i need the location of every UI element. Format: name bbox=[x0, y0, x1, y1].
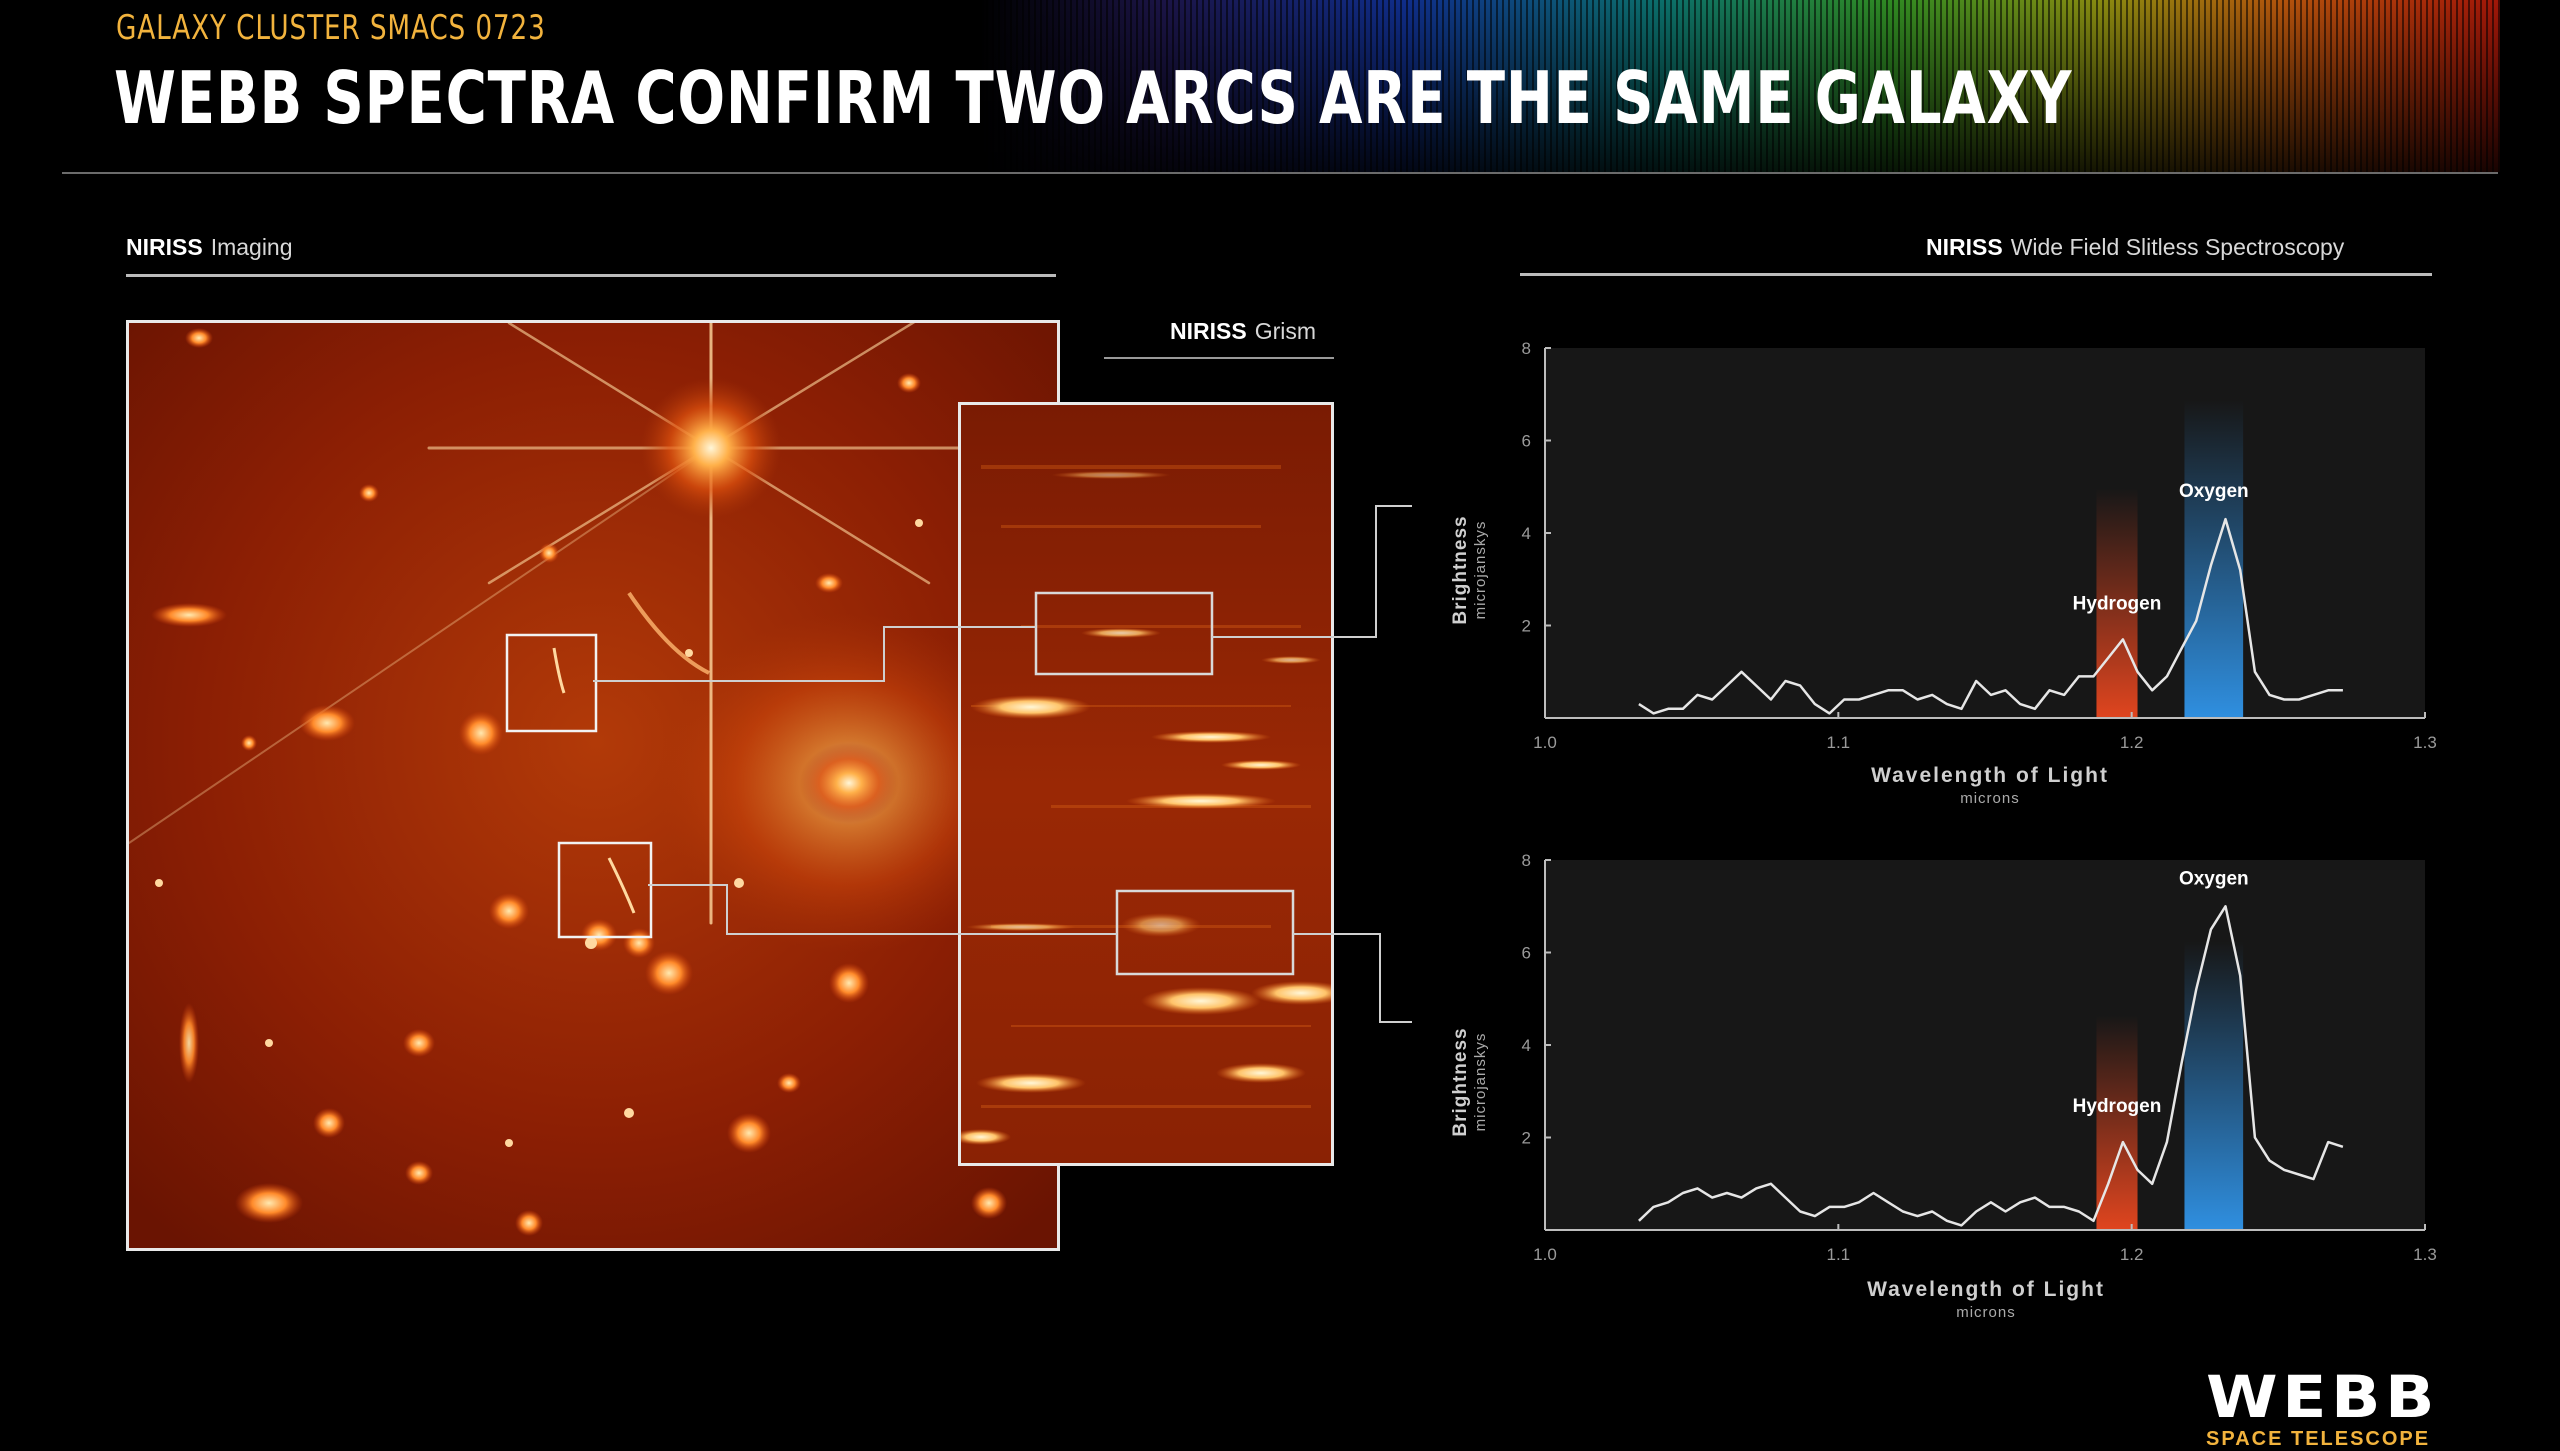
chart2-xlabel-unit: microns bbox=[1956, 1304, 2016, 1321]
imaging-divider bbox=[126, 274, 1056, 277]
chart2-xtick-label: 1.2 bbox=[2120, 1245, 2144, 1264]
webb-logo: WEBB SPACE TELESCOPE bbox=[2206, 1363, 2439, 1450]
chart2-band-oxygen bbox=[2184, 941, 2244, 1230]
chart2-xlabel: Wavelength of Light microns bbox=[1786, 1278, 2186, 1321]
chart1-ylabel: Brightness microjanskys bbox=[1450, 440, 1489, 700]
chart2-ytick-label: 8 bbox=[1522, 851, 1531, 870]
chart2-ytick-label: 6 bbox=[1522, 944, 1531, 963]
grism-mode: Grism bbox=[1254, 318, 1317, 344]
page-title: WEBB SPECTRA CONFIRM TWO ARCS ARE THE SA… bbox=[114, 56, 2073, 140]
chart1-ytick-label: 2 bbox=[1522, 617, 1531, 636]
spectrum-plot-2: 2 4 6 8 1.0 1.1 1.2 1.3 Hydrogen Oxygen bbox=[1522, 851, 2437, 1264]
chart2-label-oxygen: Oxygen bbox=[2179, 868, 2249, 889]
chart2-label-hydrogen: Hydrogen bbox=[2073, 1096, 2162, 1117]
niriss-imaging-image bbox=[126, 320, 1060, 1251]
chart1-ylabel-main: Brightness bbox=[1450, 515, 1471, 625]
spectroscopy-instrument: NIRISS bbox=[1926, 234, 2003, 260]
chart1-ytick-label: 4 bbox=[1522, 524, 1531, 543]
chart1-xlabel: Wavelength of Light microns bbox=[1790, 764, 2190, 807]
grism-label: NIRISS Grism bbox=[1170, 318, 1316, 345]
niriss-grism-image bbox=[958, 402, 1334, 1166]
chart1-xtick-label: 1.1 bbox=[1827, 733, 1851, 752]
chart1-ytick-label: 8 bbox=[1522, 339, 1531, 358]
spectrum-plot-1: 2 4 6 8 1.0 1.1 1.2 1.3 Hydrogen Oxygen bbox=[1522, 339, 2437, 752]
chart2-ylabel: Brightness microjanskys bbox=[1450, 952, 1489, 1212]
spectroscopy-divider bbox=[1520, 273, 2432, 276]
imaging-mode: Imaging bbox=[210, 234, 293, 260]
imaging-label: NIRISS Imaging bbox=[126, 234, 293, 261]
chart2-ytick-label: 2 bbox=[1522, 1129, 1531, 1148]
chart2-plot-area bbox=[1545, 860, 2425, 1230]
chart1-ylabel-unit: microjanskys bbox=[1472, 520, 1489, 620]
chart2-ylabel-main: Brightness bbox=[1450, 1027, 1471, 1137]
chart2-xlabel-main: Wavelength of Light bbox=[1867, 1278, 2105, 1301]
spectroscopy-mode: Wide Field Slitless Spectroscopy bbox=[2010, 234, 2345, 260]
chart1-spectrum-line bbox=[1638, 517, 2343, 715]
chart1-band-hydrogen bbox=[2096, 488, 2138, 718]
spectrum-banner bbox=[980, 0, 2500, 172]
chart1-ytick-label: 6 bbox=[1522, 432, 1531, 451]
chart1-xtick-label: 1.0 bbox=[1533, 733, 1557, 752]
chart2-ylabel-unit: microjanskys bbox=[1472, 1032, 1489, 1132]
spectroscopy-label: NIRISS Wide Field Slitless Spectroscopy bbox=[1926, 234, 2344, 261]
page-eyebrow: GALAXY CLUSTER SMACS 0723 bbox=[116, 8, 546, 48]
chart2-xtick-label: 1.1 bbox=[1827, 1245, 1851, 1264]
spectrum-chart-1: 2 4 6 8 1.0 1.1 1.2 1.3 Hydrogen Oxygen Brightnes… bbox=[1420, 330, 2450, 840]
chart2-ytick-label: 4 bbox=[1522, 1036, 1531, 1055]
chart1-xtick-label: 1.2 bbox=[2120, 733, 2144, 752]
chart2-xtick-label: 1.3 bbox=[2413, 1245, 2437, 1264]
header-divider bbox=[62, 172, 2498, 174]
grism-instrument: NIRISS bbox=[1170, 318, 1247, 344]
chart1-xlabel-main: Wavelength of Light bbox=[1871, 764, 2109, 787]
chart1-label-oxygen: Oxygen bbox=[2179, 481, 2249, 502]
grism-divider bbox=[1104, 357, 1334, 359]
spectrum-chart-2: 2 4 6 8 1.0 1.1 1.2 1.3 Hydrogen Oxygen Brightnes… bbox=[1420, 842, 2450, 1352]
chart1-plot-area bbox=[1545, 348, 2425, 718]
chart1-xtick-label: 1.3 bbox=[2413, 733, 2437, 752]
chart2-spectrum-line bbox=[1638, 905, 2344, 1227]
chart2-xtick-label: 1.0 bbox=[1533, 1245, 1557, 1264]
imaging-instrument: NIRISS bbox=[126, 234, 203, 260]
chart1-xlabel-unit: microns bbox=[1960, 790, 2020, 807]
chart1-label-hydrogen: Hydrogen bbox=[2073, 593, 2162, 614]
